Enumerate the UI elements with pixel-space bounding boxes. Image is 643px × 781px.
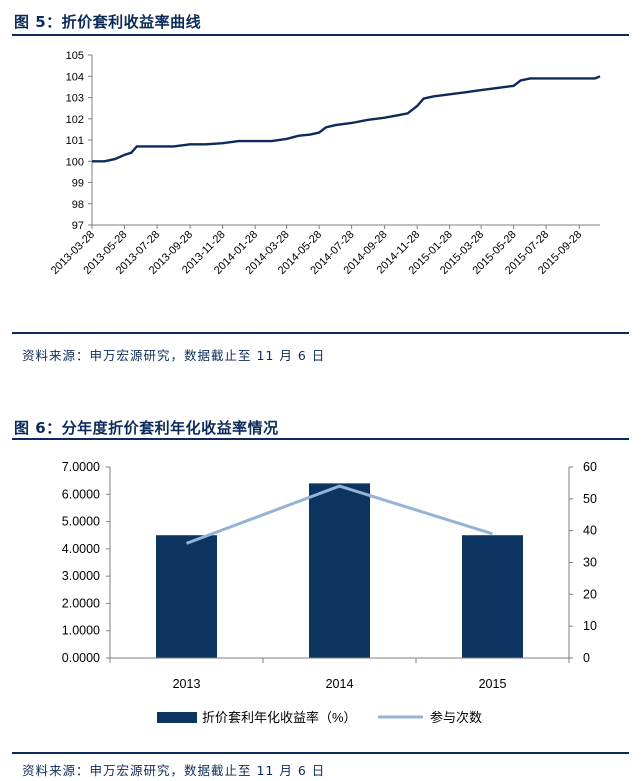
figure5-bottom-rule: [12, 332, 629, 334]
x-tick-label: 2014: [326, 677, 354, 691]
y-tick-label: 100: [66, 156, 84, 168]
y2-tick-label: 50: [583, 492, 597, 506]
y-tick-label: 101: [66, 135, 84, 147]
bar-2013: [156, 535, 217, 658]
y-tick-label: 103: [66, 93, 84, 105]
y2-tick-label: 40: [583, 524, 597, 538]
y-tick-label: 98: [72, 199, 84, 211]
figure6-top-rule: [12, 438, 629, 440]
y-axis-ticks: 97 98 99 100 101 102 103 104 105: [66, 50, 92, 232]
y-tick-label: 3.0000: [62, 569, 100, 583]
figure5-title: 图 5：折价套利收益率曲线: [14, 13, 202, 31]
y-tick-label: 97: [72, 220, 84, 232]
y-tick-label: 6.0000: [62, 487, 100, 501]
y2-tick-label: 20: [583, 587, 597, 601]
combo-chart-annual-return: 0.0000 1.0000 2.0000 3.0000 4.0000 5.0000 6.00…: [62, 460, 597, 725]
y-tick-label: 0.0000: [62, 651, 100, 665]
bar-2014: [309, 483, 370, 658]
x-axis-ticks: 2013 2014 2015: [109, 658, 570, 691]
figure5-top-rule: [12, 34, 629, 36]
right-y-axis-ticks: 0 10 20 30 40 50 60: [569, 460, 597, 665]
figure6-bottom-rule: [12, 752, 629, 754]
figure5-source: 资料来源：申万宏源研究，数据截止至 11 月 6 日: [22, 348, 326, 363]
legend: 折价套利年化收益率（%） 参与次数: [157, 710, 482, 725]
x-tick-label: 2013: [173, 677, 201, 691]
line-chart-arbitrage-return: 97 98 99 100 101 102 103 104 105 2013-03-282013-…: [49, 50, 601, 277]
y-tick-label: 2.0000: [62, 596, 100, 610]
y-tick-label: 99: [72, 178, 84, 190]
series-line-participation-count: [185, 484, 493, 545]
legend-label-return: 折价套利年化收益率（%）: [202, 710, 357, 725]
y2-tick-label: 30: [583, 556, 597, 570]
left-y-axis-ticks: 0.0000 1.0000 2.0000 3.0000 4.0000 5.0000 6.00…: [62, 460, 110, 665]
y2-tick-label: 10: [583, 619, 597, 633]
y-tick-label: 7.0000: [62, 460, 100, 474]
bar-2015: [462, 535, 523, 658]
legend-label-count: 参与次数: [430, 710, 482, 725]
bar-series: [156, 483, 523, 658]
y-tick-label: 104: [66, 71, 84, 83]
y-tick-label: 4.0000: [62, 542, 100, 556]
x-tick-label: 2015: [479, 677, 507, 691]
y2-tick-label: 0: [583, 651, 590, 665]
y-tick-label: 5.0000: [62, 515, 100, 529]
x-axis-ticks: 2013-03-282013-05-282013-07-282013-09-28…: [49, 225, 584, 277]
y-tick-label: 102: [66, 114, 84, 126]
y-tick-label: 1.0000: [62, 624, 100, 638]
figure6-source: 资料来源：申万宏源研究，数据截止至 11 月 6 日: [22, 763, 326, 778]
figure6-title: 图 6：分年度折价套利年化收益率情况: [14, 419, 279, 437]
y2-tick-label: 60: [583, 460, 597, 474]
legend-swatch-return: [157, 712, 197, 723]
series-line-return-curve: [92, 75, 601, 163]
y-tick-label: 105: [66, 50, 84, 62]
